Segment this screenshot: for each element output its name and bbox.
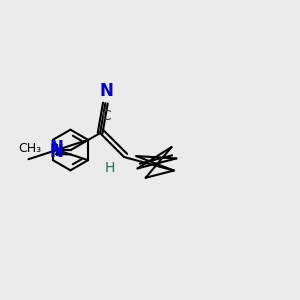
Text: CH₃: CH₃ <box>19 142 42 155</box>
Text: C: C <box>101 109 111 123</box>
Text: N: N <box>50 143 64 161</box>
Text: H: H <box>104 161 115 175</box>
Text: N: N <box>99 82 113 100</box>
Text: N: N <box>50 139 64 157</box>
